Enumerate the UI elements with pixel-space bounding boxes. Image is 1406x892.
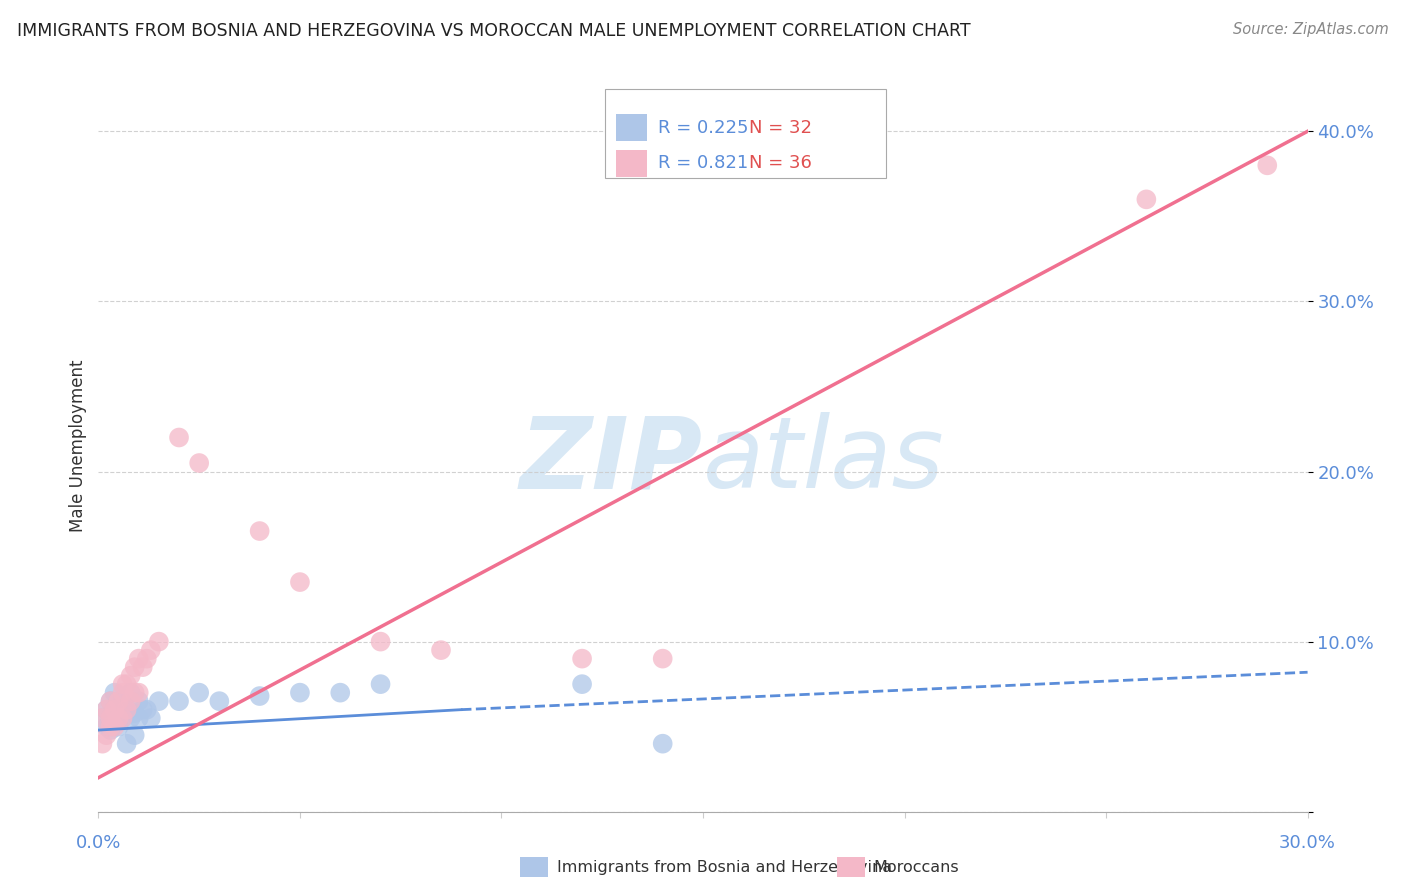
Point [103,711,125,725]
Point [128,711,150,725]
Point [100,694,122,708]
Point [120,711,142,725]
Point [111,686,134,700]
Point [107,694,129,708]
Point [124,706,146,720]
Point [1256,158,1278,172]
Point [107,711,129,725]
Point [208,694,231,708]
Point [571,677,593,691]
Point [124,686,146,700]
Text: atlas: atlas [703,412,945,509]
Point [651,651,673,665]
Point [115,677,138,691]
Point [115,737,138,751]
Point [91,711,114,725]
Point [111,694,134,708]
Point [288,686,311,700]
Text: 0.0%: 0.0% [76,834,121,852]
Text: R = 0.225: R = 0.225 [658,119,748,136]
Text: Moroccans: Moroccans [873,860,959,874]
Point [100,694,122,708]
Point [430,643,453,657]
Point [370,677,392,691]
Text: IMMIGRANTS FROM BOSNIA AND HERZEGOVINA VS MOROCCAN MALE UNEMPLOYMENT CORRELATION: IMMIGRANTS FROM BOSNIA AND HERZEGOVINA V… [17,22,970,40]
Point [103,720,125,734]
Point [128,651,150,665]
Point [107,703,129,717]
Point [1135,192,1157,206]
Point [370,634,392,648]
Point [132,703,155,717]
Point [135,651,157,665]
Point [115,703,138,717]
Point [124,728,146,742]
Point [139,711,162,725]
Point [107,720,129,734]
Text: R = 0.821: R = 0.821 [658,154,748,172]
Point [96,703,118,717]
Point [124,660,146,674]
Point [120,686,142,700]
Point [111,711,134,725]
Point [120,668,142,682]
Point [100,720,122,734]
Point [188,686,211,700]
Point [571,651,593,665]
Point [96,720,118,734]
Point [128,686,150,700]
Point [91,737,114,751]
Point [139,643,162,657]
Point [167,430,190,444]
Point [132,660,155,674]
Point [249,524,271,538]
Point [148,634,170,648]
Point [128,694,150,708]
Text: ZIP: ZIP [520,412,703,509]
Point [651,737,673,751]
Point [249,689,271,703]
Point [100,723,122,737]
Y-axis label: Male Unemployment: Male Unemployment [69,359,87,533]
Text: 30.0%: 30.0% [1279,834,1336,852]
Point [111,677,134,691]
Point [329,686,352,700]
Point [167,694,190,708]
Text: Immigrants from Bosnia and Herzegovina: Immigrants from Bosnia and Herzegovina [557,860,891,874]
Point [100,711,122,725]
Point [103,686,125,700]
Point [120,694,142,708]
Point [103,703,125,717]
Point [96,728,118,742]
Point [115,703,138,717]
Text: N = 36: N = 36 [749,154,813,172]
Point [91,711,114,725]
Point [288,575,311,590]
Point [188,456,211,470]
Text: Source: ZipAtlas.com: Source: ZipAtlas.com [1233,22,1389,37]
Point [111,711,134,725]
Point [148,694,170,708]
Point [96,703,118,717]
Text: N = 32: N = 32 [749,119,813,136]
Point [135,703,157,717]
